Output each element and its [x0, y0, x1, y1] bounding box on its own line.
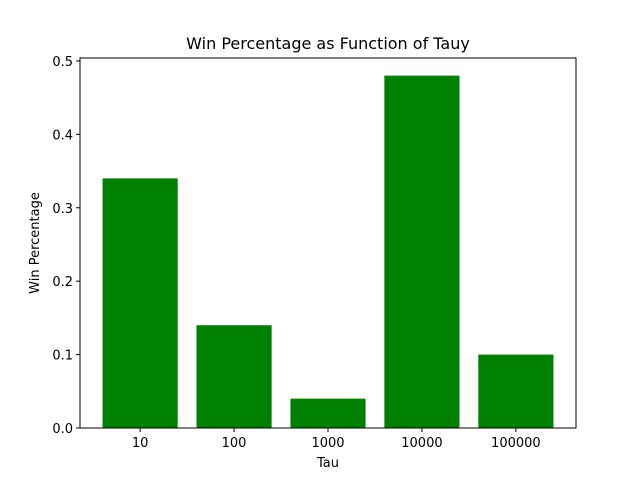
bar-100000: [478, 354, 554, 428]
y-tick-label-0.3: 0.3: [52, 202, 73, 217]
bar-1000: [290, 398, 366, 428]
plot-frame: [79, 57, 577, 429]
x-tick-label-10000: 10000: [401, 436, 442, 451]
y-axis: 0.0 0.1 0.2 0.3 0.4 0.5: [52, 55, 80, 437]
y-tick-label-0.4: 0.4: [52, 128, 73, 143]
x-tick-label-100000: 100000: [491, 436, 541, 451]
y-tick-label-0.5: 0.5: [52, 55, 73, 70]
y-axis-label: Win Percentage: [28, 192, 43, 294]
y-tick-label-0.1: 0.1: [52, 349, 73, 364]
y-tick-label-0.0: 0.0: [52, 422, 73, 437]
x-tick-label-10: 10: [132, 436, 149, 451]
x-axis-label: Tau: [316, 456, 339, 471]
chart-title: Win Percentage as Function of Tauy: [186, 34, 470, 53]
y-tick-label-0.2: 0.2: [52, 275, 73, 290]
bar-100: [196, 325, 272, 428]
x-tick-label-1000: 1000: [311, 436, 344, 451]
bar-10000: [384, 75, 460, 428]
x-axis: 10 100 1000 10000 100000: [132, 428, 541, 451]
bar-10: [102, 178, 178, 428]
bars-group: [102, 75, 554, 428]
x-tick-label-100: 100: [222, 436, 247, 451]
